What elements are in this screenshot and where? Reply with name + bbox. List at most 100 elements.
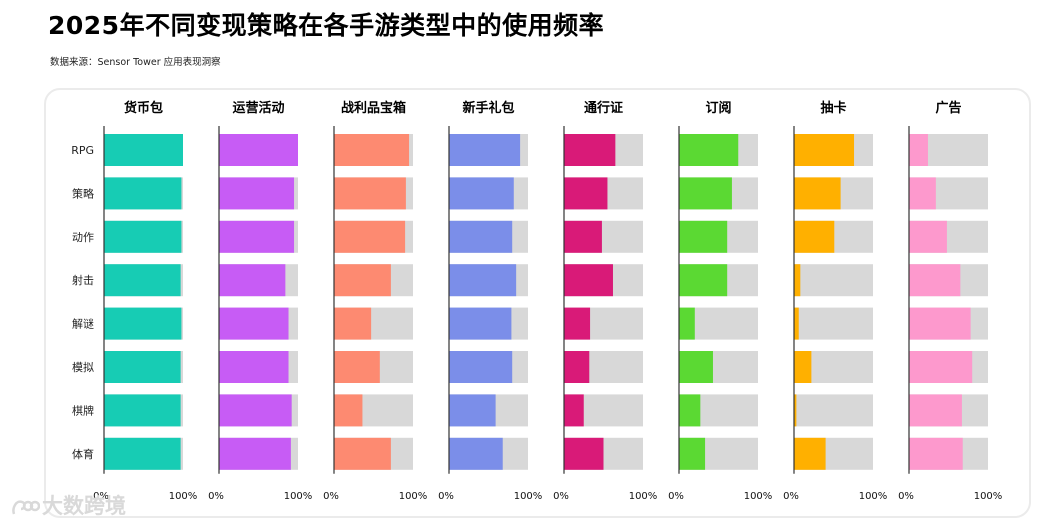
- data-source-note: 数据来源：Sensor Tower 应用表现洞察: [50, 57, 221, 68]
- tick-label: 0%: [898, 491, 914, 502]
- bar: [794, 177, 841, 210]
- series-header: 战利品宝箱: [341, 100, 406, 116]
- watermark-text: 大数跨境: [42, 494, 126, 518]
- tick-label: 0%: [553, 491, 569, 502]
- bar: [909, 220, 947, 253]
- bar: [679, 394, 701, 427]
- bar: [334, 307, 372, 340]
- bar: [334, 437, 391, 470]
- tick-label: 100%: [514, 491, 543, 502]
- category-label: 体育: [72, 447, 94, 461]
- series-header: 货币包: [124, 100, 163, 116]
- bar-background: [794, 307, 873, 340]
- bar: [219, 220, 295, 253]
- tick-label: 100%: [399, 491, 428, 502]
- bar: [449, 307, 512, 340]
- bar: [794, 437, 826, 470]
- chart-title: 2025年不同变现策略在各手游类型中的使用频率: [48, 11, 605, 40]
- bar: [104, 394, 181, 427]
- category-label: 模拟: [72, 360, 94, 374]
- bar: [219, 394, 292, 427]
- series-header: 新手礼包: [462, 100, 514, 116]
- bar: [334, 177, 406, 210]
- bar: [104, 220, 182, 253]
- bar: [564, 351, 590, 383]
- bar: [449, 177, 514, 210]
- bar: [909, 437, 963, 470]
- bar: [219, 307, 289, 340]
- bar: [564, 394, 584, 427]
- bar: [219, 134, 298, 166]
- bar: [104, 134, 183, 166]
- series-header: 运营活动: [232, 100, 284, 116]
- category-label: 策略: [72, 186, 94, 200]
- bar: [564, 177, 608, 210]
- watermark: 大数跨境: [10, 490, 126, 520]
- category-label: 射击: [72, 273, 94, 287]
- bar: [679, 177, 732, 210]
- bar: [104, 264, 181, 297]
- bar: [334, 134, 410, 166]
- bar: [564, 134, 616, 166]
- bar: [679, 437, 706, 470]
- tick-label: 0%: [783, 491, 799, 502]
- bar: [679, 307, 695, 340]
- bar: [334, 220, 406, 253]
- watermark-logo-icon: [12, 500, 41, 515]
- series-header: 抽卡: [820, 100, 846, 116]
- category-label: 动作: [72, 231, 94, 244]
- bar: [219, 177, 295, 210]
- bar: [449, 351, 513, 383]
- bar: [909, 307, 971, 340]
- bar: [679, 264, 728, 297]
- bar: [794, 134, 855, 166]
- tick-label: 0%: [93, 491, 109, 502]
- bar: [449, 220, 513, 253]
- bar: [794, 264, 801, 297]
- bar: [449, 437, 503, 470]
- bar: [219, 351, 289, 383]
- tick-label: 100%: [974, 491, 1003, 502]
- bar: [564, 307, 591, 340]
- tick-label: 0%: [323, 491, 339, 502]
- series-header: 订阅: [705, 100, 731, 116]
- bar: [104, 351, 181, 383]
- tick-label: 0%: [438, 491, 454, 502]
- bar: [104, 437, 181, 470]
- category-label: RPG: [71, 144, 94, 157]
- bar: [334, 264, 391, 297]
- category-label: 棋牌: [72, 403, 94, 417]
- tick-label: 100%: [859, 491, 888, 502]
- bar: [104, 177, 182, 210]
- bar: [679, 351, 713, 383]
- bar-background: [794, 264, 873, 297]
- bar: [909, 134, 928, 166]
- bar: [794, 394, 797, 427]
- bar: [564, 437, 604, 470]
- bar: [564, 220, 602, 253]
- bar: [909, 351, 973, 383]
- bar: [909, 394, 962, 427]
- bar: [909, 177, 936, 210]
- bar-background: [794, 394, 873, 427]
- bar: [794, 307, 799, 340]
- series-header: 通行证: [584, 100, 623, 116]
- tick-label: 100%: [629, 491, 658, 502]
- tick-label: 0%: [208, 491, 224, 502]
- tick-label: 100%: [169, 491, 198, 502]
- bar: [679, 220, 728, 253]
- bar: [909, 264, 961, 297]
- tick-label: 100%: [284, 491, 313, 502]
- tick-label: 100%: [744, 491, 773, 502]
- category-label: 解谜: [72, 317, 94, 331]
- bar: [794, 220, 835, 253]
- series-header: 广告: [935, 100, 961, 116]
- bar: [449, 394, 496, 427]
- bar: [104, 307, 182, 340]
- tick-label: 0%: [668, 491, 684, 502]
- bar: [334, 351, 380, 383]
- bar: [219, 264, 286, 297]
- bar: [564, 264, 613, 297]
- bar: [334, 394, 363, 427]
